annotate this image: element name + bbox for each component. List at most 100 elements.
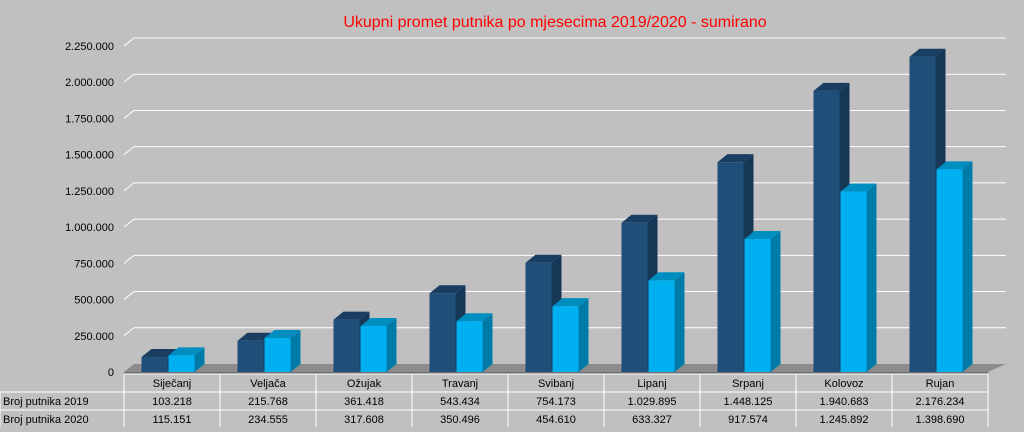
gridline-depth <box>123 73 135 83</box>
data-label: 754.173 <box>536 396 576 408</box>
data-label: 115.151 <box>153 414 192 426</box>
gridline-depth <box>123 254 135 264</box>
bar <box>840 191 867 372</box>
bar <box>552 306 579 372</box>
data-label: 917.574 <box>728 414 768 426</box>
bar <box>936 169 963 372</box>
data-label: 1.245.892 <box>820 414 869 426</box>
bar <box>648 280 675 372</box>
bar-top <box>168 347 205 356</box>
bar-top <box>333 311 370 320</box>
bar <box>237 340 264 372</box>
bar <box>360 325 387 372</box>
bar <box>525 262 552 372</box>
bar-top <box>744 231 781 240</box>
x-tick-label: Kolovoz <box>824 378 863 390</box>
bar <box>141 357 168 372</box>
y-tick-label: 750.000 <box>74 258 114 270</box>
gridline-depth <box>123 110 135 119</box>
data-label: 633.327 <box>632 414 672 426</box>
y-tick-label: 1.000.000 <box>65 222 114 234</box>
bar-side <box>578 298 589 372</box>
bar-top <box>936 161 973 170</box>
data-label: 361.418 <box>344 396 384 408</box>
bar-top <box>264 330 301 339</box>
bar-top <box>813 82 850 91</box>
bar-top <box>552 298 589 307</box>
gridline-depth <box>123 182 135 192</box>
bar-side <box>770 231 781 372</box>
bar-side <box>386 317 397 372</box>
data-label: 1.448.125 <box>724 396 773 408</box>
bar-top <box>648 272 685 281</box>
bar <box>264 338 291 372</box>
x-tick-label: Rujan <box>926 378 955 390</box>
y-axis-ticks: 0 250.000 500.000 750.000 1.000.000 1.250.000… <box>65 41 114 379</box>
y-tick-label: 2.250.000 <box>65 41 114 53</box>
bar-top <box>360 317 397 326</box>
bar-top <box>840 183 877 192</box>
legend-label: Broj putnika 2019 <box>3 396 89 408</box>
bar <box>168 355 195 372</box>
y-tick-label: 1.250.000 <box>65 186 114 198</box>
bar-top <box>456 313 493 322</box>
chart-title: Ukupni promet putnika po mjesecima 2019/… <box>343 14 766 31</box>
bar <box>813 90 840 373</box>
x-tick-label: Siječanj <box>153 378 192 390</box>
bar-side <box>194 347 205 372</box>
gridlines <box>123 37 1006 337</box>
bar-top <box>717 154 754 163</box>
y-tick-label: 1.500.000 <box>65 150 114 162</box>
y-tick-label: 500.000 <box>74 295 114 307</box>
y-tick-label: 0 <box>108 367 114 379</box>
x-tick-label: Veljača <box>250 378 286 390</box>
x-tick-label: Srpanj <box>732 378 764 390</box>
y-tick-label: 2.000.000 <box>65 77 114 89</box>
data-label: 454.610 <box>536 414 576 426</box>
gridline-depth <box>123 291 135 300</box>
legend-label: Broj putnika 2020 <box>3 414 89 426</box>
bar <box>333 319 360 372</box>
bar-top <box>429 285 466 294</box>
bar <box>456 321 483 372</box>
data-label: 543.434 <box>440 396 480 408</box>
bar-top <box>621 214 658 223</box>
bar-top <box>141 349 178 358</box>
y-tick-label: 250.000 <box>74 331 114 343</box>
data-label: 215.768 <box>248 396 288 408</box>
y-tick-label: 1.750.000 <box>65 113 114 125</box>
bars <box>141 48 973 373</box>
data-label: 1.398.690 <box>916 414 965 426</box>
data-table: Siječanj Veljača Ožujak Travanj Svibanj Lipan… <box>0 373 989 429</box>
bar-side <box>674 272 685 372</box>
bar-top <box>525 254 562 263</box>
x-tick-label: Ožujak <box>347 378 382 390</box>
bar <box>909 56 936 373</box>
data-label: 1.940.683 <box>820 396 869 408</box>
data-label: 350.496 <box>440 414 480 426</box>
gridline-depth <box>123 218 135 228</box>
x-tick-label: Travanj <box>442 378 478 390</box>
bar-side <box>866 183 877 372</box>
gridline-depth <box>123 146 135 156</box>
bar <box>429 293 456 372</box>
bar-top <box>909 48 946 57</box>
bar-side <box>962 161 973 372</box>
data-label: 2.176.234 <box>916 396 965 408</box>
data-label: 1.029.895 <box>628 396 677 408</box>
bar <box>621 222 648 372</box>
data-label: 103.218 <box>152 396 192 408</box>
bar <box>744 239 771 372</box>
bar-side <box>290 330 301 372</box>
gridline-depth <box>123 37 135 47</box>
x-tick-label: Lipanj <box>637 378 666 390</box>
x-tick-label: Svibanj <box>538 378 574 390</box>
data-label: 317.608 <box>344 414 384 426</box>
floor-edge <box>124 372 988 374</box>
gridline-depth <box>123 327 135 337</box>
bar <box>717 162 744 372</box>
data-label: 234.555 <box>248 414 288 426</box>
bar-side <box>482 313 493 372</box>
